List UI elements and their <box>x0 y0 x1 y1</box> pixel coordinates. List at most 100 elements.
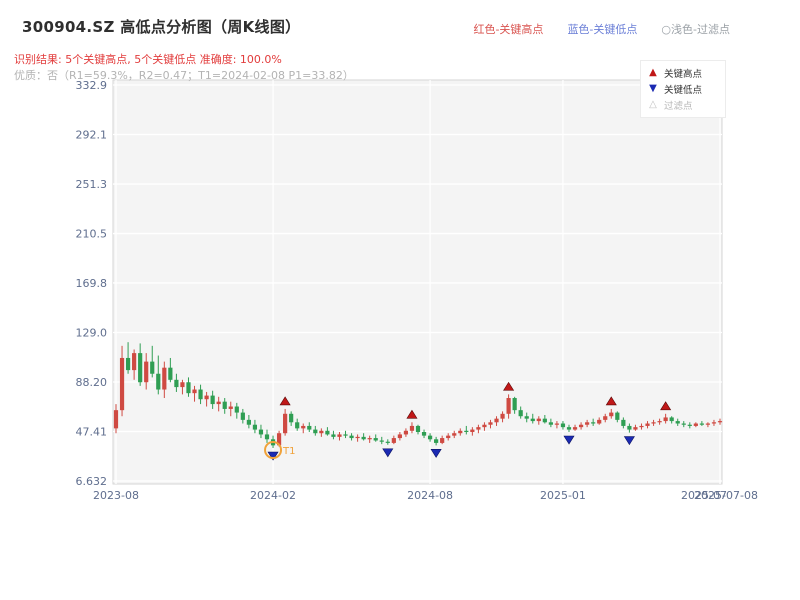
y-axis-labels: 332.9 292.1 251.3 210.5 169.8 129.0 88.20 47.41… <box>76 79 108 488</box>
candle-body <box>548 422 553 425</box>
candle-body <box>119 357 125 411</box>
candle-body <box>452 433 457 436</box>
chart-legend: ▲ 关键高点 ▼ 关键低点 △ 过滤点 <box>640 60 726 118</box>
candle-body <box>337 434 342 437</box>
candle-body <box>675 421 680 424</box>
candle-body <box>585 422 590 425</box>
svg-text:2025-01: 2025-01 <box>540 489 586 502</box>
candle-body <box>542 418 547 423</box>
candle-body <box>597 419 602 424</box>
key-high-triangle-icon: ▲ <box>649 67 657 78</box>
candle-body <box>434 439 439 443</box>
candles <box>113 342 723 449</box>
candle-body <box>427 435 433 440</box>
filtered-point-label: T1 <box>282 446 295 457</box>
candle-body <box>343 434 348 436</box>
candle-body <box>180 382 185 388</box>
svg-text:332.9: 332.9 <box>76 79 108 92</box>
candle-body <box>234 406 239 413</box>
candle-body <box>476 427 481 430</box>
candle-body <box>132 353 137 371</box>
candle-body <box>693 423 698 426</box>
candle-body <box>663 417 668 422</box>
candle-body <box>162 367 167 390</box>
candle-body <box>355 436 360 439</box>
candle-body <box>615 412 620 420</box>
candle-body <box>524 416 529 419</box>
candle-body <box>174 379 179 388</box>
candle-body <box>578 424 584 428</box>
candle-body <box>470 429 475 433</box>
candle-body <box>554 423 560 425</box>
candle-body <box>464 430 469 433</box>
candle-body <box>572 427 578 430</box>
candle-body <box>319 430 324 434</box>
legend-item-key-high: ▲ 关键高点 <box>647 65 719 81</box>
candle-body <box>645 423 650 426</box>
candle-body <box>446 435 451 439</box>
candle-body <box>138 353 143 383</box>
legend-filtered-text: ○浅色-过滤点 <box>661 23 730 36</box>
key-high-marker <box>660 401 672 411</box>
candle-body <box>331 434 336 437</box>
legend-item-label: 关键低点 <box>664 85 703 96</box>
key-high-marker <box>503 381 515 391</box>
plot-area <box>112 79 723 485</box>
candle-body <box>373 438 378 441</box>
candle-body <box>113 410 119 429</box>
candle-body <box>397 434 402 439</box>
candle-body <box>276 433 282 446</box>
candle-body <box>168 367 173 380</box>
svg-text:2025-07: 2025-07 <box>681 489 727 502</box>
candle-body <box>482 424 487 428</box>
candle-body <box>512 398 517 411</box>
candle-body <box>705 423 711 425</box>
svg-text:2024-08: 2024-08 <box>407 489 453 502</box>
key-low-marker <box>563 435 575 445</box>
candle-body <box>385 441 390 443</box>
svg-text:2025-07-08: 2025-07-08 <box>694 489 758 502</box>
candle-body <box>717 421 723 423</box>
candle-body <box>681 423 686 425</box>
svg-text:88.20: 88.20 <box>76 376 108 389</box>
candle-body <box>222 401 227 409</box>
candle-body <box>633 427 638 430</box>
gridlines <box>113 80 722 484</box>
candle-body <box>651 422 656 424</box>
legend-key-low-text: 蓝色-关键低点 <box>567 23 638 36</box>
candle-body <box>421 432 427 436</box>
candle-body <box>560 423 566 428</box>
candle-body <box>391 438 396 443</box>
candle-body <box>657 421 662 423</box>
candle-body <box>228 406 233 409</box>
candle-body <box>591 422 596 424</box>
filtered-point-ring <box>264 441 283 460</box>
candle-body <box>186 382 191 394</box>
candle-body <box>494 418 499 423</box>
candle-body <box>325 430 330 435</box>
key-low-marker <box>382 448 394 458</box>
candle-body <box>289 413 294 423</box>
legend-item-filtered: △ 过滤点 <box>647 97 719 113</box>
candle-body <box>349 435 354 439</box>
candle-body <box>488 422 493 425</box>
candle-body <box>603 416 608 420</box>
markers: T1 <box>264 381 672 461</box>
candle-body <box>295 422 300 429</box>
candle-body <box>621 419 626 426</box>
candle-body <box>204 395 209 400</box>
legend-item-key-low: ▼ 关键低点 <box>647 81 719 97</box>
key-low-marker <box>430 449 442 458</box>
candle-body <box>458 430 463 434</box>
candle-body <box>518 410 523 417</box>
x-axis-labels: 2023-08 2024-02 2024-08 2025-01 2025-072025-… <box>93 489 758 502</box>
filtered-triangle-icon: △ <box>649 99 657 110</box>
candle-body <box>301 425 306 429</box>
legend-item-label: 关键高点 <box>664 69 703 80</box>
svg-text:169.8: 169.8 <box>76 277 108 290</box>
candle-body <box>258 429 264 435</box>
candle-body <box>198 389 203 400</box>
candle-body <box>699 423 704 425</box>
candle-body <box>264 434 270 440</box>
